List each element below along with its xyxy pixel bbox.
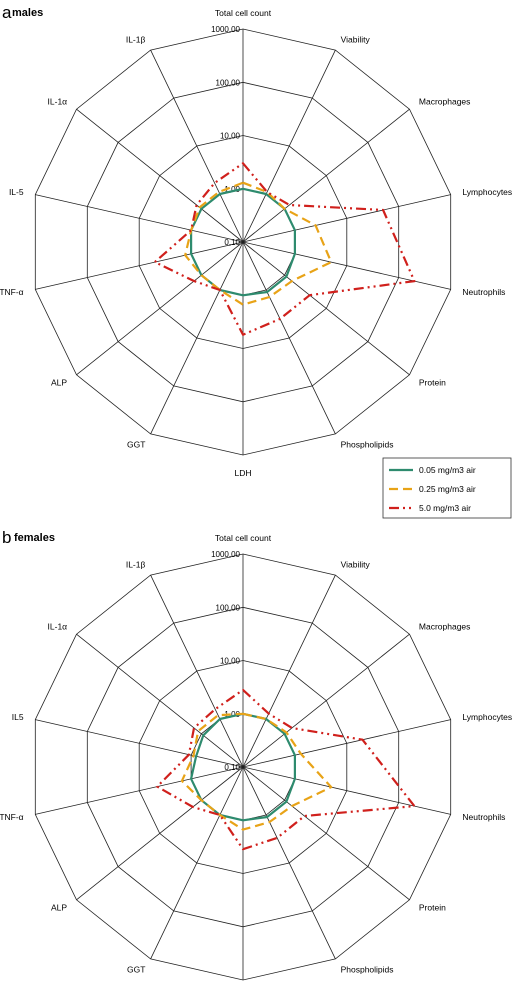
grid-spoke: [242, 49, 336, 243]
axis-label: Lymphocytes: [462, 187, 512, 197]
grid-spoke: [242, 241, 451, 290]
radar-chart-females: b females 0,10 1,00 10,00 100,00 1000,00 Total …: [0, 528, 512, 997]
grid-spoke: [150, 241, 244, 435]
series-line: [153, 162, 416, 336]
axis-label: Macrophages: [419, 97, 471, 107]
axis-label: IL-1β: [126, 34, 146, 44]
grid-spoke: [242, 766, 410, 901]
axis-label: Protein: [419, 377, 446, 387]
series-line: [184, 181, 333, 306]
grid-spoke: [35, 719, 244, 768]
axis-label: ALP: [51, 902, 67, 912]
axis-label: GGT: [127, 965, 145, 975]
grid-spoke: [150, 766, 244, 960]
axis-label: Viability: [341, 559, 371, 569]
legend-label: 0.05 mg/m3 air: [419, 465, 476, 475]
axis-label: Phospholipids: [341, 965, 394, 975]
grid-spoke: [242, 241, 336, 435]
axis-label: Viability: [341, 34, 371, 44]
grid-spoke: [242, 766, 336, 960]
tick-label: 1000,00: [211, 550, 240, 559]
grid-spoke: [150, 574, 244, 768]
grid-spoke: [76, 241, 244, 376]
axis-label: Neutrophils: [462, 812, 505, 822]
axis-label: Neutrophils: [462, 287, 505, 297]
grid-spoke: [76, 108, 244, 243]
grid-spoke: [242, 194, 451, 243]
grid-spoke: [35, 766, 244, 815]
axis-label: IL-1α: [48, 97, 68, 107]
grid-spoke: [242, 719, 451, 768]
axis-label: Protein: [419, 902, 446, 912]
legend: 0.05 mg/m3 air 0.25 mg/m3 air 5.0 mg/m3 ai…: [382, 457, 512, 519]
grid-spoke: [242, 766, 451, 815]
tick-label: 1000,00: [211, 25, 240, 34]
axis-label: GGT: [127, 440, 145, 450]
tick-label: 0,10: [224, 763, 240, 772]
axis-label: LDH: [234, 468, 251, 478]
legend-label: 0.25 mg/m3 air: [419, 484, 476, 494]
grid-spoke: [35, 241, 244, 290]
grid-spoke: [242, 241, 410, 376]
axis-label: IL-1β: [126, 559, 146, 569]
grid-spoke: [242, 108, 410, 243]
grid-spoke: [242, 574, 336, 768]
axis-label: IL-1α: [48, 622, 68, 632]
panel-title: females: [14, 532, 55, 544]
panel-letter: b: [2, 528, 11, 547]
grid-spoke: [76, 633, 244, 768]
panel-title: males: [12, 7, 43, 19]
axis-label: IL-5: [9, 187, 24, 197]
tick-label: 100,00: [216, 78, 241, 87]
tick-label: 100,00: [216, 603, 241, 612]
legend-label: 5.0 mg/m3 air: [419, 503, 471, 513]
tick-label: 1,00: [224, 185, 240, 194]
axis-label: Total cell count: [215, 533, 272, 543]
series-line: [190, 187, 296, 297]
series-line: [190, 712, 296, 822]
tick-label: 1,00: [224, 710, 240, 719]
grid-spoke: [242, 633, 410, 768]
axis-label: TNF-α: [0, 287, 24, 297]
tick-label: 0,10: [224, 238, 240, 247]
axis-label: IL5: [12, 712, 24, 722]
grid-spoke: [150, 49, 244, 243]
axis-label: Total cell count: [215, 8, 272, 18]
axis-label: ALP: [51, 377, 67, 387]
radar-chart-males: a males 0,10 1,00 10,00 100,00 1000,00 Total ce…: [0, 3, 512, 519]
tick-label: 10,00: [220, 657, 241, 666]
series-line: [156, 688, 416, 851]
grid-spoke: [35, 194, 244, 243]
panel-letter: a: [2, 3, 12, 22]
series-line: [180, 712, 333, 831]
axis-label: Macrophages: [419, 622, 471, 632]
grid-spoke: [76, 766, 244, 901]
axis-label: Lymphocytes: [462, 712, 512, 722]
axis-label: TNF-α: [0, 812, 24, 822]
tick-label: 10,00: [220, 132, 241, 141]
axis-label: Phospholipids: [341, 440, 394, 450]
